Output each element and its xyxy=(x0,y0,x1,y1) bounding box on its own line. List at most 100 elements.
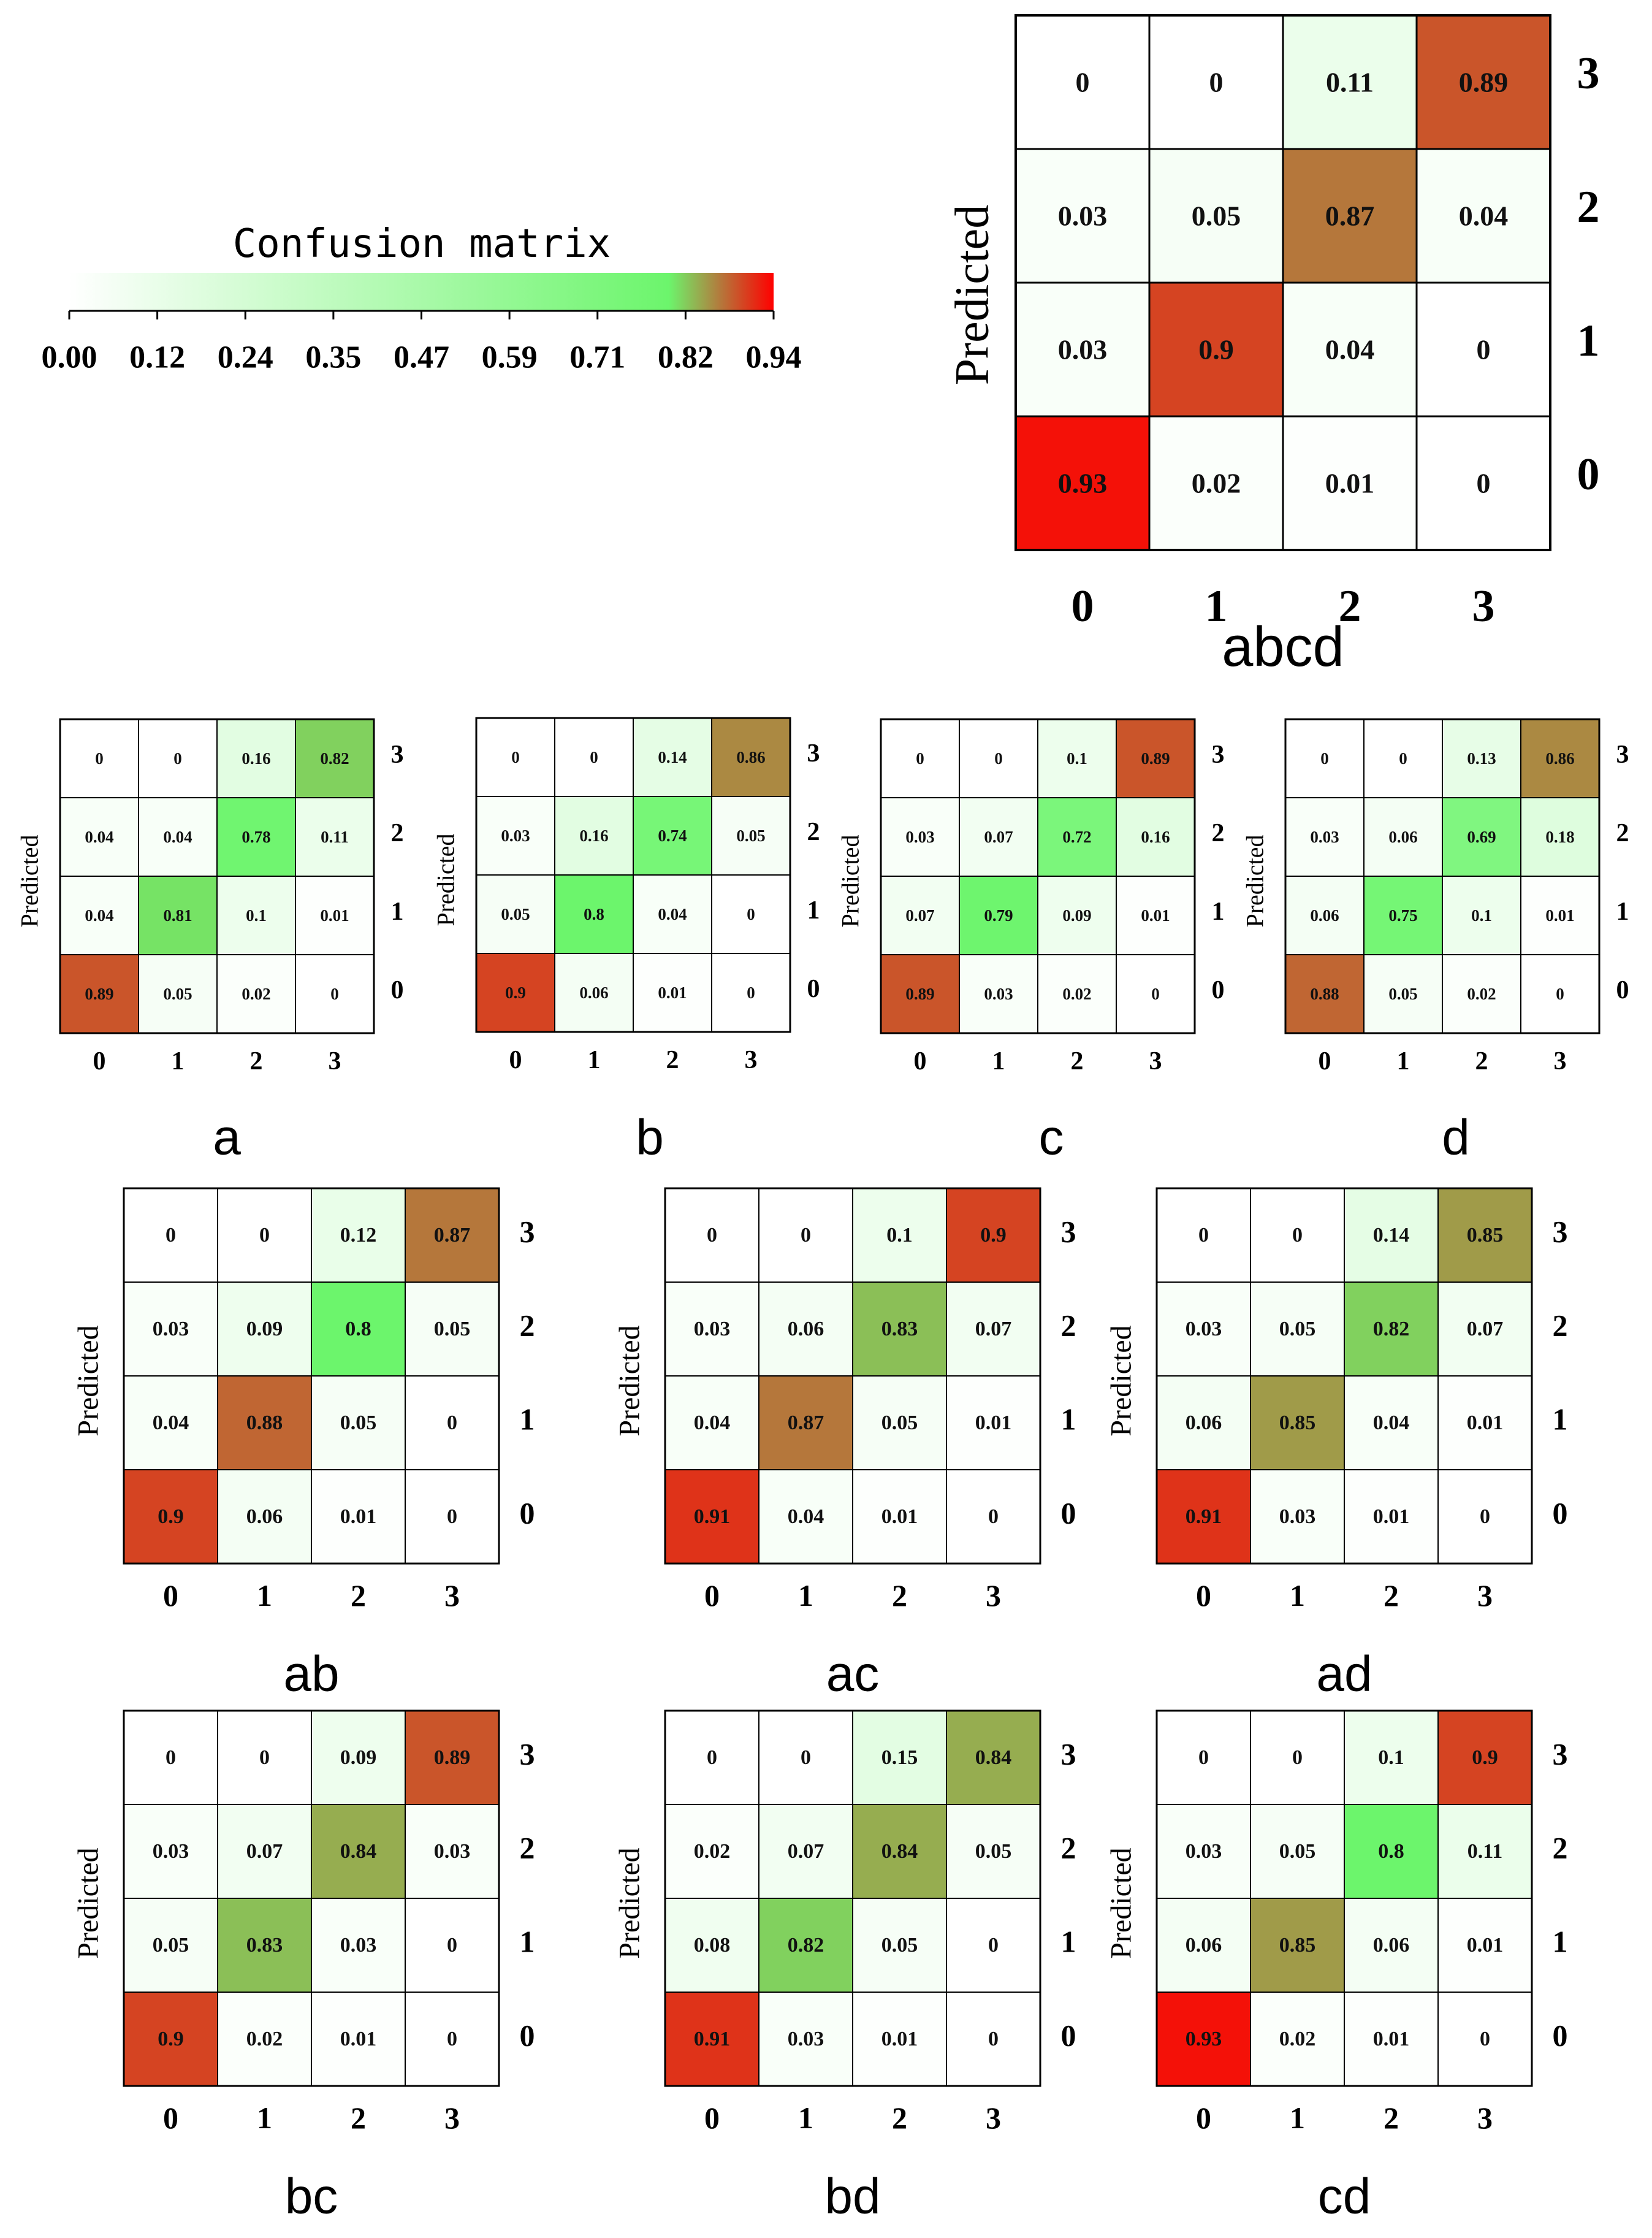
y-tick-label: 1 xyxy=(807,896,820,925)
y-tick-label: 2 xyxy=(807,818,820,846)
cell-value: 0.02 xyxy=(1062,985,1091,1003)
y-axis-label: Predicted xyxy=(837,834,864,927)
matrix-cell xyxy=(217,1898,312,1993)
matrix-cell xyxy=(1250,1375,1345,1470)
matrix-cell xyxy=(1344,1898,1439,1993)
matrix-panel-c: 0 0 0.1 0.89 0.03 0.07 0.72 0.16 0.07 0.79 0.09 0.0… xyxy=(837,718,1225,1166)
cell-value: 0.05 xyxy=(736,827,765,845)
matrix-cell xyxy=(405,1469,500,1564)
cell-value: 0.08 xyxy=(694,1934,731,1957)
cell-value: 0 xyxy=(1480,2028,1490,2050)
cell-value: 0.03 xyxy=(434,1840,471,1863)
matrix-cell xyxy=(1250,1710,1345,1805)
matrix-cell xyxy=(1520,954,1600,1034)
x-tick-label: 1 xyxy=(257,1578,272,1613)
matrix-cell xyxy=(1415,281,1551,418)
cell-value: 0.84 xyxy=(975,1746,1012,1769)
cell-value: 0.01 xyxy=(1373,2028,1410,2050)
matrix-cell xyxy=(1250,1804,1345,1899)
matrix-panel-ad: 0 0 0.14 0.85 0.03 0.05 0.82 0.07 0.06 0.85 0.04 0.… xyxy=(1105,1187,1568,1702)
x-tick-label: 3 xyxy=(444,2101,460,2135)
cell-value: 0.18 xyxy=(1545,828,1574,846)
cell-value: 0.03 xyxy=(1186,1840,1222,1863)
cell-value: 0.9 xyxy=(980,1224,1007,1247)
matrix-cell xyxy=(758,1375,853,1470)
x-tick-label: 0 xyxy=(704,1578,720,1613)
cell-value: 0.01 xyxy=(1141,906,1170,925)
colorbar-tick-label: 0.71 xyxy=(569,340,625,375)
x-tick-label: 2 xyxy=(892,2101,907,2135)
y-tick-label: 3 xyxy=(1553,1215,1568,1249)
matrix-cell xyxy=(1437,1469,1532,1564)
cell-value: 0.83 xyxy=(246,1934,283,1957)
cell-value: 0 xyxy=(447,1505,457,1528)
y-tick-label: 3 xyxy=(1553,1737,1568,1771)
x-tick-label: 1 xyxy=(798,2101,813,2135)
y-tick-label: 1 xyxy=(520,1925,535,1959)
matrix-cell xyxy=(1250,1281,1345,1377)
cell-value: 0 xyxy=(166,1224,176,1247)
x-tick-label: 3 xyxy=(1554,1047,1567,1075)
x-tick-label: 2 xyxy=(666,1046,679,1074)
x-tick-label: 0 xyxy=(1196,1578,1211,1613)
x-tick-label: 3 xyxy=(986,2101,1001,2135)
cell-value: 0.16 xyxy=(579,827,608,845)
matrix-cell xyxy=(405,1281,500,1377)
matrix-border xyxy=(59,718,375,1034)
matrix-cell xyxy=(1156,1469,1251,1564)
matrix-cell xyxy=(758,1804,853,1899)
matrix-cell xyxy=(1415,148,1551,284)
cell-value: 0 xyxy=(511,748,520,766)
colorbar-tick-label: 0.47 xyxy=(394,340,449,375)
cell-value: 0.93 xyxy=(1186,2028,1222,2050)
cell-value: 0.79 xyxy=(984,906,1013,925)
cell-value: 0.1 xyxy=(886,1224,913,1247)
colorbar-tick-label: 0.12 xyxy=(129,340,185,375)
matrix-cell xyxy=(1415,415,1551,551)
y-axis-label: Predicted xyxy=(614,1325,646,1436)
matrix-cell xyxy=(880,719,960,798)
colorbar-tick-label: 0.94 xyxy=(746,340,802,375)
cell-value: 0.06 xyxy=(1186,1934,1222,1957)
matrix-cell xyxy=(59,876,139,955)
matrix-cell xyxy=(1437,1188,1532,1283)
matrix-cell xyxy=(1437,1281,1532,1377)
x-tick-label: 0 xyxy=(1072,581,1094,632)
matrix-cell xyxy=(1250,1898,1345,1993)
y-tick-label: 1 xyxy=(1616,898,1629,926)
cell-value: 0 xyxy=(801,1224,811,1247)
cell-value: 0.01 xyxy=(320,906,349,925)
panel-title: a xyxy=(213,1110,241,1166)
matrix-border xyxy=(123,1709,500,2087)
cell-value: 0.84 xyxy=(881,1840,918,1863)
x-tick-label: 0 xyxy=(93,1047,106,1075)
cell-value: 0.07 xyxy=(246,1840,283,1863)
matrix-border xyxy=(1284,718,1601,1034)
matrix-cell xyxy=(852,1281,947,1377)
cell-value: 0.83 xyxy=(881,1318,918,1340)
cell-value: 0.91 xyxy=(1186,1505,1222,1528)
cell-value: 0.89 xyxy=(434,1746,471,1769)
y-tick-label: 0 xyxy=(520,1496,535,1530)
y-tick-label: 3 xyxy=(1212,741,1225,769)
colorbar-tick-label: 0.24 xyxy=(218,340,273,375)
matrix-cell xyxy=(1148,14,1284,150)
matrix-cell xyxy=(1437,1992,1532,2087)
x-tick-label: 2 xyxy=(1339,581,1361,632)
cell-value: 0.05 xyxy=(163,985,192,1003)
y-tick-label: 1 xyxy=(520,1402,535,1437)
matrix-cell xyxy=(1363,876,1443,955)
cell-value: 0.89 xyxy=(85,985,113,1003)
y-tick-label: 2 xyxy=(1061,1831,1076,1865)
matrix-border xyxy=(1155,1187,1533,1565)
matrix-cell xyxy=(123,1804,218,1899)
x-tick-label: 3 xyxy=(329,1047,341,1075)
cell-value: 0.05 xyxy=(1279,1318,1316,1340)
cell-value: 0.89 xyxy=(1141,749,1170,768)
panel-title: cd xyxy=(1318,2169,1371,2225)
cell-value: 0.04 xyxy=(788,1505,824,1528)
matrix-cell xyxy=(123,1710,218,1805)
cell-value: 0.09 xyxy=(1062,906,1091,925)
y-tick-label: 3 xyxy=(520,1737,535,1771)
